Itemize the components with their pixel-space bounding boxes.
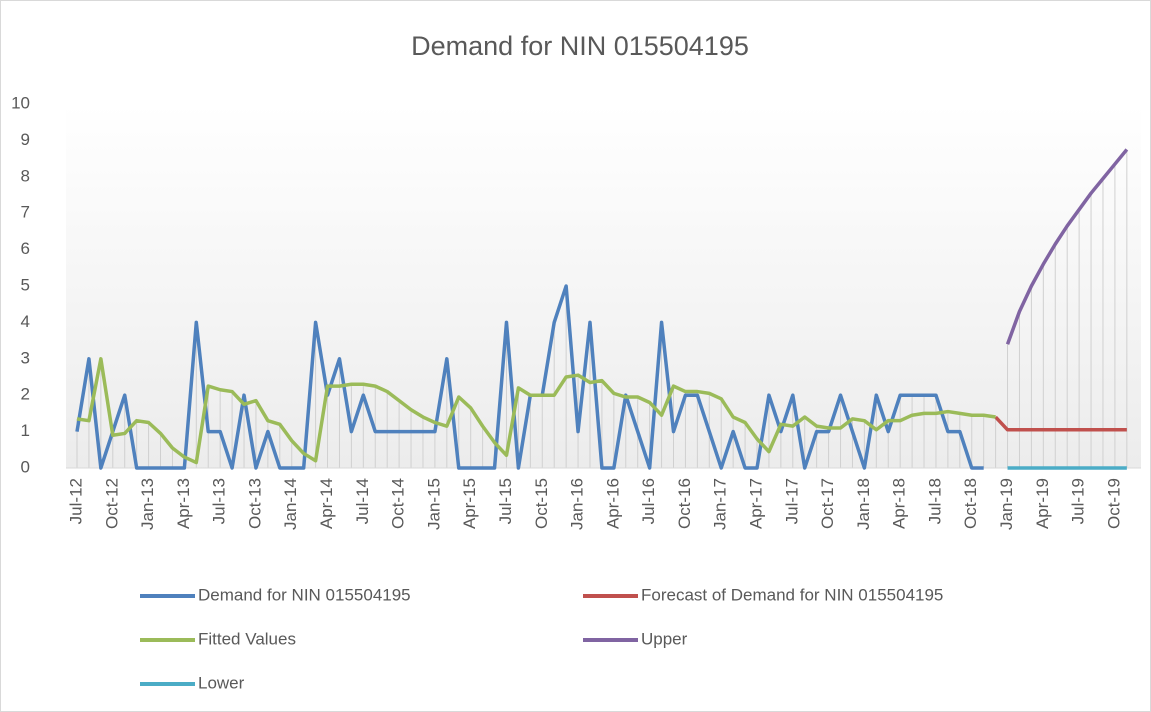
y-tick-label: 9 xyxy=(21,130,30,149)
x-tick-label: Apr-14 xyxy=(317,478,336,529)
x-tick-label: Jan-13 xyxy=(138,478,157,530)
x-tick-label: Apr-13 xyxy=(174,478,193,529)
x-tick-label: Oct-12 xyxy=(102,478,121,529)
series-line xyxy=(1005,148,1129,345)
x-tick-label: Jul-17 xyxy=(782,478,801,524)
x-tick-label: Jan-16 xyxy=(568,478,587,530)
y-tick-label: 10 xyxy=(11,93,30,112)
x-tick-label: Jan-18 xyxy=(854,478,873,530)
legend-label: Fitted Values xyxy=(198,629,296,648)
x-tick-label: Jan-15 xyxy=(424,478,443,530)
legend-label: Lower xyxy=(198,673,245,692)
y-tick-label: 1 xyxy=(21,421,30,440)
x-tick-label: Apr-18 xyxy=(890,478,909,529)
y-tick-label: 8 xyxy=(21,166,30,185)
y-tick-label: 4 xyxy=(21,312,30,331)
legend-label: Forecast of Demand for NIN 015504195 xyxy=(641,585,943,604)
x-tick-label: Jul-14 xyxy=(353,478,372,524)
y-tick-label: 6 xyxy=(21,239,30,258)
x-tick-label: Jul-18 xyxy=(925,478,944,524)
x-tick-label: Oct-13 xyxy=(245,478,264,529)
x-tick-label: Jul-19 xyxy=(1069,478,1088,524)
x-tick-label: Jul-16 xyxy=(639,478,658,524)
x-tick-label: Jul-12 xyxy=(66,478,85,524)
x-tick-label: Oct-14 xyxy=(389,478,408,529)
x-tick-label: Oct-16 xyxy=(675,478,694,529)
x-tick-label: Jan-14 xyxy=(281,478,300,530)
y-tick-label: 7 xyxy=(21,203,30,222)
y-tick-label: 5 xyxy=(21,275,30,294)
chart-title: Demand for NIN 015504195 xyxy=(411,31,749,61)
x-tick-label: Jul-13 xyxy=(210,478,229,524)
x-tick-label: Oct-19 xyxy=(1104,478,1123,529)
x-tick-label: Apr-15 xyxy=(460,478,479,529)
x-tick-label: Oct-17 xyxy=(818,478,837,529)
x-tick-label: Jan-17 xyxy=(711,478,730,530)
x-tick-label: Apr-19 xyxy=(1033,478,1052,529)
series-line xyxy=(994,415,1127,432)
legend-label: Upper xyxy=(641,629,688,648)
y-tick-label: 0 xyxy=(21,457,30,476)
x-tick-label: Oct-15 xyxy=(532,478,551,529)
x-tick-label: Jan-19 xyxy=(997,478,1016,530)
plot-area xyxy=(66,104,1141,468)
x-tick-label: Oct-18 xyxy=(961,478,980,529)
series-line xyxy=(76,357,996,465)
x-tick-label: Jul-15 xyxy=(496,478,515,524)
y-tick-label: 2 xyxy=(21,385,30,404)
x-tick-label: Apr-17 xyxy=(746,478,765,529)
legend-label: Demand for NIN 015504195 xyxy=(198,585,411,604)
y-tick-label: 3 xyxy=(21,348,30,367)
x-tick-label: Apr-16 xyxy=(603,478,622,529)
